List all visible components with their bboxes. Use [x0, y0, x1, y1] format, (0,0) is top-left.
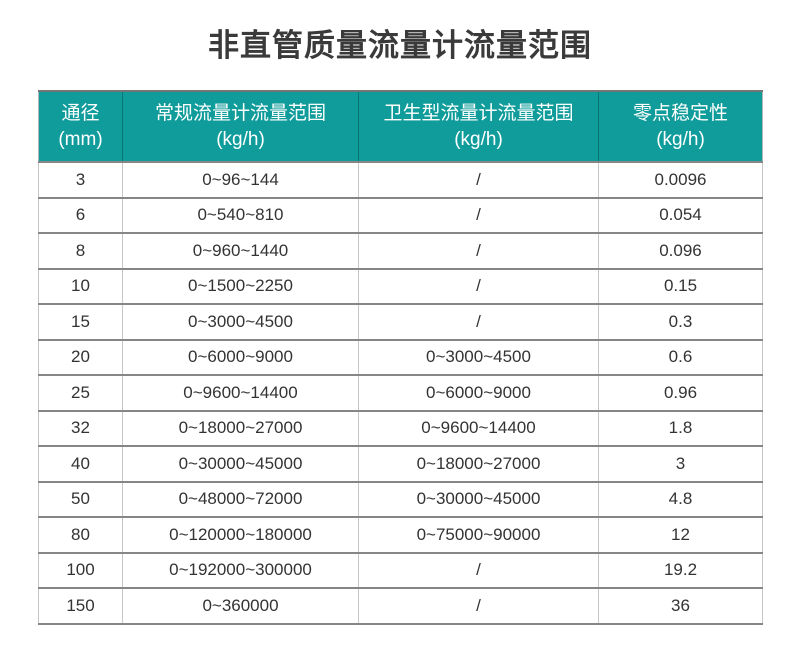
table-header: 通径 (mm) 常规流量计流量范围 (kg/h) 卫生型流量计流量范围 (kg/… — [38, 90, 763, 163]
cell-zero-stability: 1.8 — [598, 409, 763, 447]
cell-standard-range: 0~48000~72000 — [122, 480, 359, 518]
header-diameter: 通径 (mm) — [38, 90, 123, 163]
flow-range-table: 通径 (mm) 常规流量计流量范围 (kg/h) 卫生型流量计流量范围 (kg/… — [38, 90, 763, 625]
cell-sanitary-range: / — [358, 232, 599, 270]
cell-dn: 15 — [38, 303, 123, 341]
cell-dn: 10 — [38, 267, 123, 305]
cell-zero-stability: 36 — [598, 587, 763, 625]
table-row: 10 0~1500~2250/0.15 — [38, 267, 763, 305]
cell-standard-range: 0~18000~27000 — [122, 409, 359, 447]
cell-dn: 3 — [38, 161, 123, 199]
cell-sanitary-range: 0~6000~9000 — [358, 374, 599, 412]
cell-dn: 8 — [38, 232, 123, 270]
cell-zero-stability: 0.3 — [598, 303, 763, 341]
header-sanitary-range: 卫生型流量计流量范围 (kg/h) — [358, 90, 599, 163]
cell-sanitary-range: 0~9600~14400 — [358, 409, 599, 447]
header-standard-range-unit: (kg/h) — [216, 128, 265, 150]
header-zero-stability-title: 零点稳定性 — [632, 102, 728, 124]
header-sanitary-range-title: 卫生型流量计流量范围 — [383, 102, 574, 124]
cell-standard-range: 0~96~144 — [122, 161, 359, 199]
cell-dn: 32 — [38, 409, 123, 447]
cell-zero-stability: 12 — [598, 516, 763, 554]
table-row: 40 0~30000~45000 0~18000~27000 3 — [38, 445, 763, 483]
cell-dn: 25 — [38, 374, 123, 412]
cell-dn: 150 — [38, 587, 123, 625]
cell-standard-range: 0~192000~300000 — [122, 551, 359, 589]
cell-zero-stability: 3 — [598, 445, 763, 483]
cell-standard-range: 0~30000~45000 — [122, 445, 359, 483]
cell-dn: 20 — [38, 338, 123, 376]
table-row: 8 0~960~1440/0.096 — [38, 232, 763, 270]
header-zero-stability: 零点稳定性 (kg/h) — [598, 90, 763, 163]
header-standard-range-title: 常规流量计流量范围 — [154, 102, 326, 124]
table-row: 20 0~6000~9000 0~3000~4500 0.6 — [38, 338, 763, 376]
table-row: 6 0~540~810/0.054 — [38, 196, 763, 234]
cell-sanitary-range: / — [358, 303, 599, 341]
cell-sanitary-range: / — [358, 587, 599, 625]
header-row: 通径 (mm) 常规流量计流量范围 (kg/h) 卫生型流量计流量范围 (kg/… — [38, 90, 763, 163]
cell-sanitary-range: 0~75000~90000 — [358, 516, 599, 554]
cell-zero-stability: 0.096 — [598, 232, 763, 270]
cell-standard-range: 0~9600~14400 — [122, 374, 359, 412]
table-row: 150 0~360000/36 — [38, 587, 763, 625]
cell-sanitary-range: 0~18000~27000 — [358, 445, 599, 483]
cell-sanitary-range: 0~3000~4500 — [358, 338, 599, 376]
table-row: 100 0~192000~300000/19.2 — [38, 551, 763, 589]
table-row: 3 0~96~144/0.0096 — [38, 161, 763, 199]
cell-zero-stability: 19.2 — [598, 551, 763, 589]
cell-standard-range: 0~360000 — [122, 587, 359, 625]
table-row: 25 0~9600~14400 0~6000~9000 0.96 — [38, 374, 763, 412]
cell-sanitary-range: / — [358, 196, 599, 234]
cell-standard-range: 0~3000~4500 — [122, 303, 359, 341]
cell-sanitary-range: / — [358, 551, 599, 589]
cell-standard-range: 0~540~810 — [122, 196, 359, 234]
cell-dn: 100 — [38, 551, 123, 589]
cell-sanitary-range: / — [358, 267, 599, 305]
cell-standard-range: 0~120000~180000 — [122, 516, 359, 554]
cell-standard-range: 0~1500~2250 — [122, 267, 359, 305]
cell-dn: 6 — [38, 196, 123, 234]
header-zero-stability-unit: (kg/h) — [656, 128, 705, 150]
cell-standard-range: 0~6000~9000 — [122, 338, 359, 376]
cell-zero-stability: 0.15 — [598, 267, 763, 305]
cell-zero-stability: 0.0096 — [598, 161, 763, 199]
table-row: 50 0~48000~72000 0~30000~45000 4.8 — [38, 480, 763, 518]
table-row: 32 0~18000~27000 0~9600~14400 1.8 — [38, 409, 763, 447]
cell-dn: 50 — [38, 480, 123, 518]
cell-sanitary-range: / — [358, 161, 599, 199]
table-body: 3 0~96~144/0.0096 6 0~540~810/0.054 8 0~960~1… — [38, 161, 763, 625]
cell-zero-stability: 0.054 — [598, 196, 763, 234]
header-sanitary-range-unit: (kg/h) — [454, 128, 503, 150]
table-row: 80 0~120000~180000 0~75000~90000 12 — [38, 516, 763, 554]
page-title: 非直管质量流量计流量范围 — [208, 28, 592, 63]
cell-zero-stability: 0.6 — [598, 338, 763, 376]
header-diameter-unit: (mm) — [58, 128, 103, 150]
cell-dn: 80 — [38, 516, 123, 554]
cell-standard-range: 0~960~1440 — [122, 232, 359, 270]
cell-zero-stability: 0.96 — [598, 374, 763, 412]
header-standard-range: 常规流量计流量范围 (kg/h) — [122, 90, 359, 163]
cell-zero-stability: 4.8 — [598, 480, 763, 518]
cell-sanitary-range: 0~30000~45000 — [358, 480, 599, 518]
table-row: 15 0~3000~4500/0.3 — [38, 303, 763, 341]
header-diameter-title: 通径 — [61, 102, 100, 124]
cell-dn: 40 — [38, 445, 123, 483]
